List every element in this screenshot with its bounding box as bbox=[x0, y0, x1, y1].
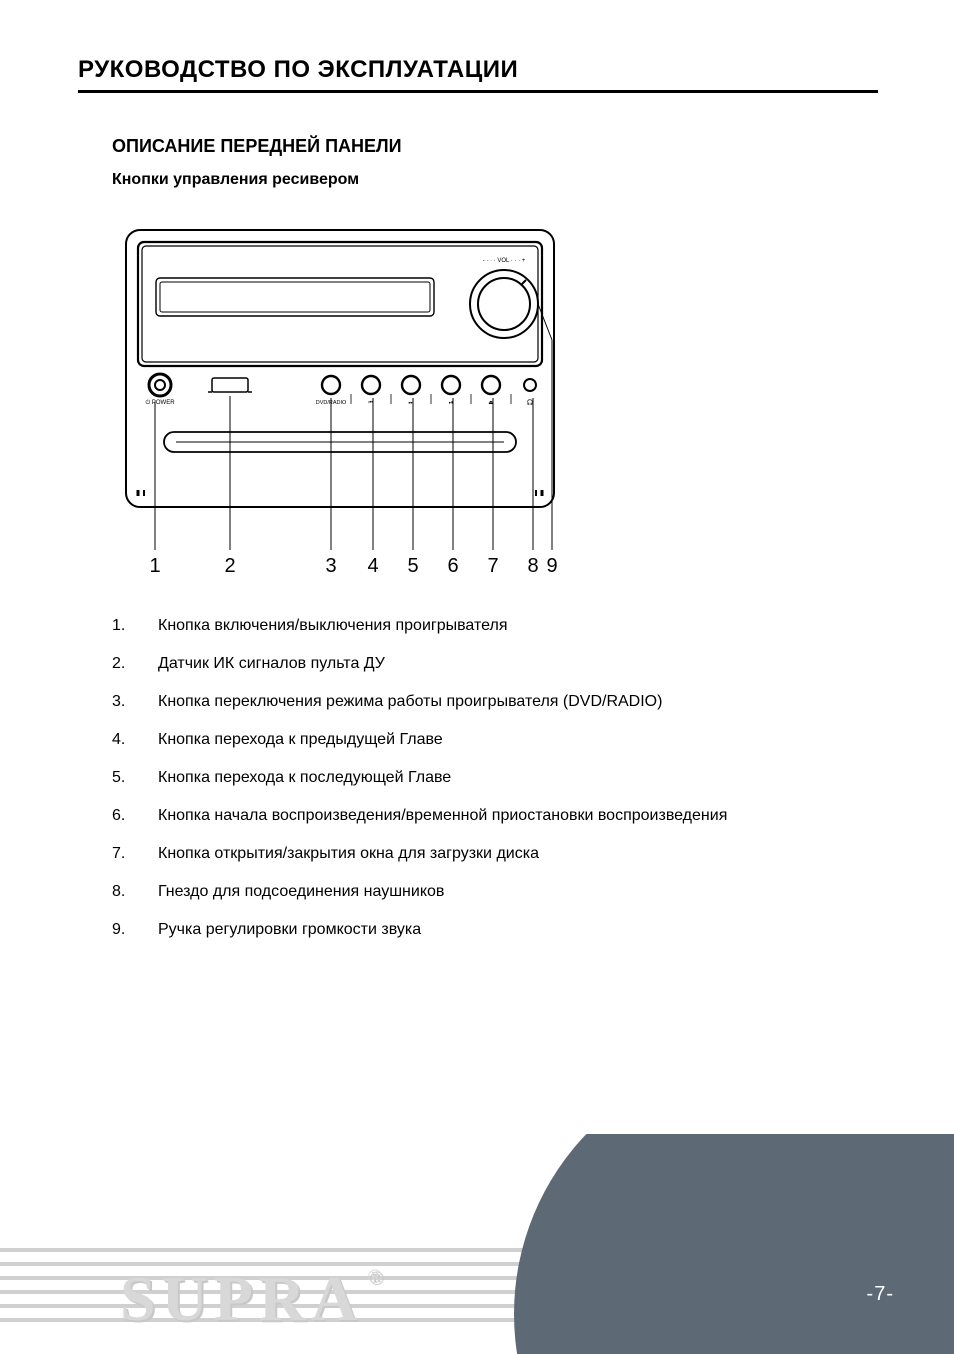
list-item-text: Ручка регулировки громкости звука bbox=[158, 918, 872, 942]
callout-5: 5 bbox=[407, 555, 418, 577]
callout-3: 3 bbox=[325, 555, 336, 577]
diagram-svg: - · · · VOL · · · + ⏻ POWER bbox=[120, 222, 560, 582]
section-title: ОПИСАНИЕ ПЕРЕДНЕЙ ПАНЕЛИ bbox=[112, 136, 402, 157]
subsection-title: Кнопки управления ресивером bbox=[112, 171, 359, 189]
page-footer: SUPRA® -7- bbox=[0, 1134, 954, 1354]
list-item: 9. Ручка регулировки громкости звука bbox=[112, 918, 872, 942]
callout-2: 2 bbox=[224, 555, 235, 577]
list-item-number: 6. bbox=[112, 804, 158, 828]
page-number: -7- bbox=[867, 1283, 894, 1306]
list-item-text: Кнопка переключения режима работы проигр… bbox=[158, 690, 872, 714]
list-item: 8. Гнездо для подсоединения наушников bbox=[112, 880, 872, 904]
header-rule bbox=[78, 90, 878, 93]
list-item: 6. Кнопка начала воспроизведения/временн… bbox=[112, 804, 872, 828]
callout-7: 7 bbox=[487, 555, 498, 577]
list-item-text: Гнездо для подсоединения наушников bbox=[158, 880, 872, 904]
list-item-number: 9. bbox=[112, 918, 158, 942]
list-item: 7. Кнопка открытия/закрытия окна для заг… bbox=[112, 842, 872, 866]
panel-legend-list: 1. Кнопка включения/выключения проигрыва… bbox=[112, 614, 872, 956]
callout-4: 4 bbox=[367, 555, 378, 577]
list-item-number: 7. bbox=[112, 842, 158, 866]
list-item: 3. Кнопка переключения режима работы про… bbox=[112, 690, 872, 714]
list-item-text: Кнопка начала воспроизведения/временной … bbox=[158, 804, 872, 828]
callout-8: 8 bbox=[527, 555, 538, 577]
footer-corner-circle bbox=[514, 1134, 954, 1354]
list-item-text: Датчик ИК сигналов пульта ДУ bbox=[158, 652, 872, 676]
list-item-number: 5. bbox=[112, 766, 158, 790]
list-item-text: Кнопка включения/выключения проигрывател… bbox=[158, 614, 872, 638]
callout-1: 1 bbox=[149, 555, 160, 577]
list-item: 2. Датчик ИК сигналов пульта ДУ bbox=[112, 652, 872, 676]
doc-title: РУКОВОДСТВО ПО ЭКСПЛУАТАЦИИ bbox=[78, 56, 518, 84]
list-item-text: Кнопка перехода к последующей Главе bbox=[158, 766, 872, 790]
list-item-number: 3. bbox=[112, 690, 158, 714]
brand-logo-text: SUPRA bbox=[120, 1263, 363, 1334]
callout-9: 9 bbox=[546, 555, 557, 577]
list-item-text: Кнопка перехода к предыдущей Главе bbox=[158, 728, 872, 752]
list-item-number: 1. bbox=[112, 614, 158, 638]
list-item-number: 4. bbox=[112, 728, 158, 752]
callout-6: 6 bbox=[447, 555, 458, 577]
list-item: 4. Кнопка перехода к предыдущей Главе bbox=[112, 728, 872, 752]
registered-mark: ® bbox=[367, 1266, 388, 1288]
brand-logo: SUPRA® bbox=[120, 1262, 384, 1336]
front-panel-diagram: - · · · VOL · · · + ⏻ POWER bbox=[120, 222, 560, 582]
list-item: 1. Кнопка включения/выключения проигрыва… bbox=[112, 614, 872, 638]
svg-text:⏻ POWER: ⏻ POWER bbox=[145, 399, 175, 406]
list-item-text: Кнопка открытия/закрытия окна для загруз… bbox=[158, 842, 872, 866]
list-item-number: 2. bbox=[112, 652, 158, 676]
list-item: 5. Кнопка перехода к последующей Главе bbox=[112, 766, 872, 790]
list-item-number: 8. bbox=[112, 880, 158, 904]
vol-label: - · · · VOL · · · + bbox=[483, 258, 526, 264]
